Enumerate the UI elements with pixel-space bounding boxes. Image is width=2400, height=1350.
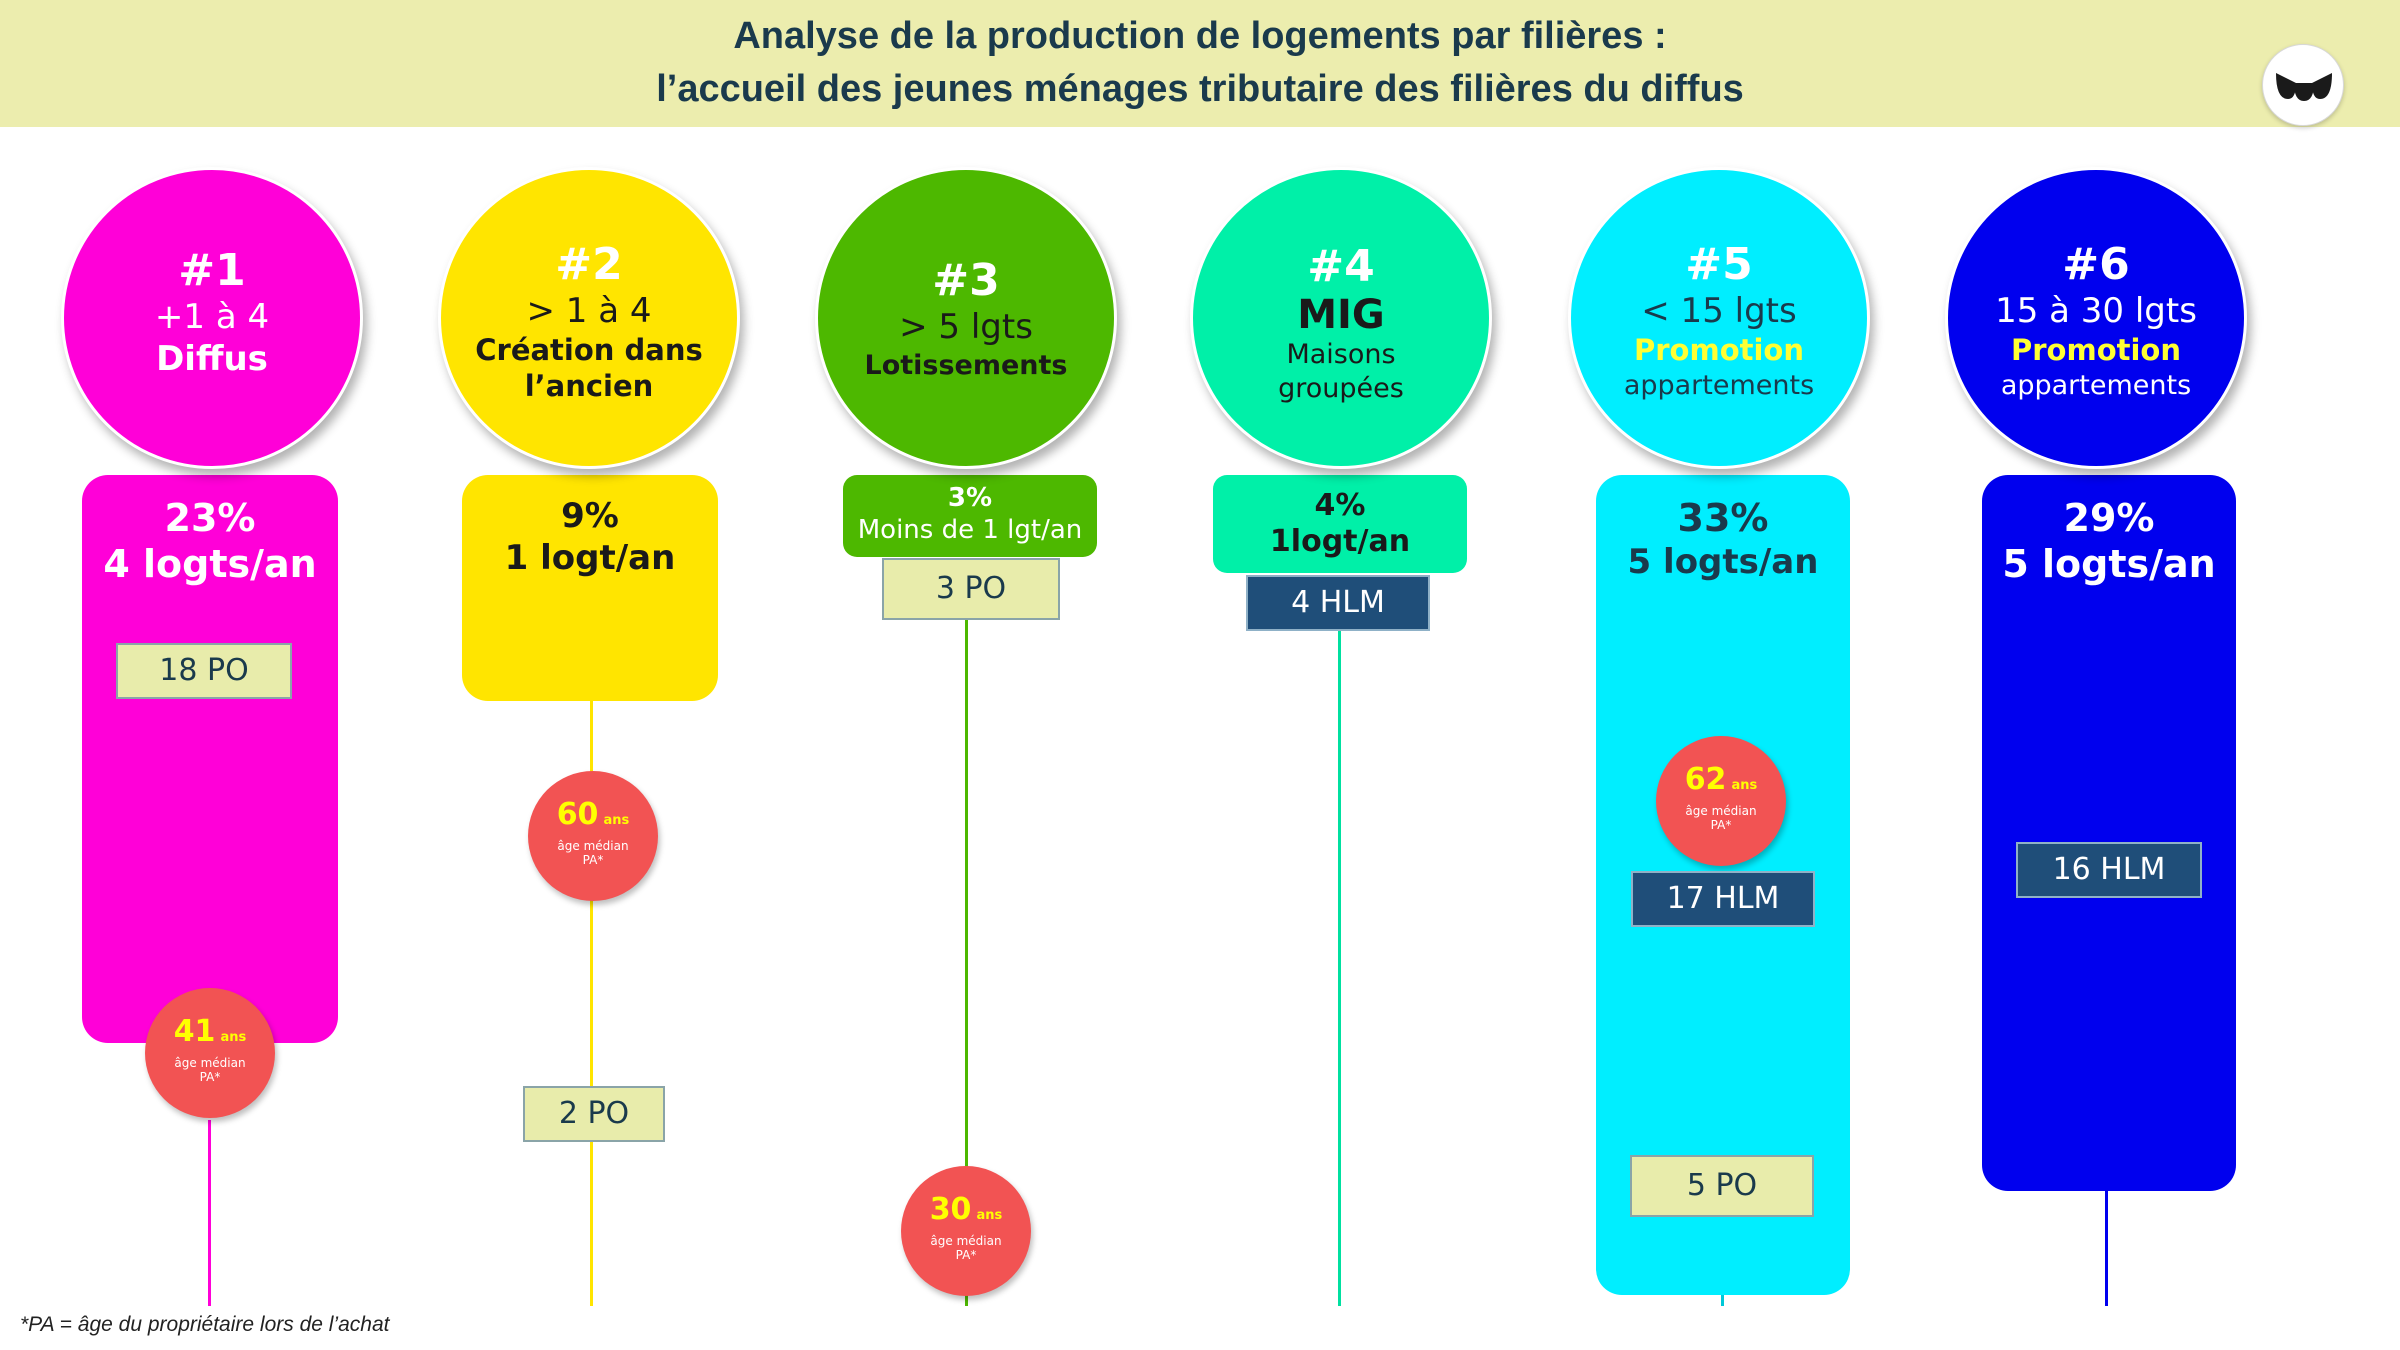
col4-desc-line2: groupées bbox=[1278, 373, 1404, 404]
brand-logo-icon bbox=[2262, 44, 2344, 126]
col2-age-label: âge médian bbox=[557, 839, 629, 853]
page-title-line-2: l’accueil des jeunes ménages tributaire … bbox=[656, 68, 1744, 110]
col4-desc-line1: Maisons bbox=[1286, 339, 1396, 370]
col5-hlm-tag: 17 HLM bbox=[1631, 871, 1815, 927]
col5-hlm-tag-label: 17 HLM bbox=[1666, 881, 1780, 916]
col3-panel: 3% Moins de 1 lgt/an bbox=[843, 475, 1097, 557]
col1-type: Diffus bbox=[156, 339, 268, 379]
col5-type: Promotion bbox=[1634, 333, 1804, 367]
col5-number: #5 bbox=[1685, 239, 1753, 290]
col3-po-tag: 3 PO bbox=[882, 558, 1060, 620]
col3-po-tag-label: 3 PO bbox=[935, 571, 1007, 606]
col3-age-note: PA* bbox=[955, 1248, 977, 1262]
col6-panel: 29% 5 logts/an bbox=[1982, 475, 2236, 1191]
col4-percentage: 4% bbox=[1314, 488, 1366, 523]
col1-age-label: âge médian bbox=[174, 1056, 246, 1070]
col5-percentage: 33% bbox=[1677, 496, 1769, 540]
col5-size: < 15 lgts bbox=[1641, 291, 1797, 331]
col3-category-circle: #3 > 5 lgts Lotissements bbox=[815, 167, 1117, 469]
col1-timeline bbox=[208, 1120, 211, 1306]
col2-number: #2 bbox=[555, 239, 623, 290]
col6-hlm-tag: 16 HLM bbox=[2016, 842, 2202, 898]
col2-rate: 1 logt/an bbox=[504, 538, 676, 578]
col5-age-label: âge médian bbox=[1685, 804, 1757, 818]
col5-po-tag-label: 5 PO bbox=[1686, 1168, 1758, 1203]
col1-panel: 23% 4 logts/an bbox=[82, 475, 338, 1043]
col1-size: +1 à 4 bbox=[154, 297, 270, 337]
col1-age-note: PA* bbox=[199, 1070, 221, 1084]
col1-age-unit: ans bbox=[220, 1030, 247, 1045]
col1-rate: 4 logts/an bbox=[103, 542, 317, 586]
col5-subtype: appartements bbox=[1623, 370, 1815, 401]
col2-po-tag-label: 2 PO bbox=[558, 1096, 630, 1131]
col1-age-badge: 41 ans âge médian PA* bbox=[145, 988, 275, 1118]
col6-subtype: appartements bbox=[2000, 370, 2192, 401]
col2-po-tag: 2 PO bbox=[523, 1086, 665, 1142]
col5-age-unit: ans bbox=[1731, 778, 1758, 793]
col2-category-circle: #2 > 1 à 4 Création dans l’ancien bbox=[438, 167, 740, 469]
col5-age-note: PA* bbox=[1710, 818, 1732, 832]
col5-category-circle: #5 < 15 lgts Promotion appartements bbox=[1568, 167, 1870, 469]
footnote: *PA = âge du propriétaire lors de l’acha… bbox=[20, 1313, 390, 1336]
col2-percentage: 9% bbox=[561, 496, 619, 536]
col4-type: MIG bbox=[1297, 292, 1385, 338]
col2-age-value: 60 bbox=[556, 797, 599, 832]
col5-po-tag: 5 PO bbox=[1630, 1155, 1814, 1217]
col3-percentage: 3% bbox=[947, 483, 993, 513]
col5-age-badge: 62 ans âge médian PA* bbox=[1656, 736, 1786, 866]
col6-type: Promotion bbox=[2011, 333, 2181, 367]
col2-type-line1: Création dans bbox=[475, 333, 703, 367]
col6-timeline bbox=[2105, 1190, 2108, 1306]
col4-rate: 1logt/an bbox=[1269, 524, 1411, 559]
col4-number: #4 bbox=[1307, 241, 1375, 292]
col2-age-badge: 60 ans âge médian PA* bbox=[528, 771, 658, 901]
col4-hlm-tag-label: 4 HLM bbox=[1291, 585, 1385, 620]
col3-type: Lotissements bbox=[864, 350, 1068, 381]
col5-timeline bbox=[1721, 1290, 1724, 1306]
col3-size: > 5 lgts bbox=[899, 307, 1033, 347]
col1-po-tag: 18 PO bbox=[116, 643, 292, 699]
col1-po-tag-label: 18 PO bbox=[159, 653, 249, 688]
col2-type-line2: l’ancien bbox=[524, 369, 654, 403]
col2-panel: 9% 1 logt/an bbox=[462, 475, 718, 701]
header-banner: Analyse de la production de logements pa… bbox=[0, 0, 2400, 127]
col6-percentage: 29% bbox=[2063, 496, 2155, 540]
col1-number: #1 bbox=[178, 245, 246, 296]
col6-hlm-tag-label: 16 HLM bbox=[2052, 852, 2166, 887]
col2-age-unit: ans bbox=[603, 813, 630, 828]
col1-age-value: 41 bbox=[173, 1014, 216, 1049]
col1-category-circle: #1 +1 à 4 Diffus bbox=[61, 167, 363, 469]
col5-rate: 5 logts/an bbox=[1627, 542, 1819, 582]
col3-age-value: 30 bbox=[929, 1192, 972, 1227]
col2-size: > 1 à 4 bbox=[526, 291, 652, 331]
col6-rate: 5 logts/an bbox=[2002, 542, 2216, 586]
col3-age-unit: ans bbox=[976, 1208, 1003, 1223]
col2-age-note: PA* bbox=[582, 853, 604, 867]
col3-number: #3 bbox=[932, 255, 1000, 306]
col3-rate: Moins de 1 lgt/an bbox=[857, 515, 1083, 545]
col3-age-label: âge médian bbox=[930, 1234, 1002, 1248]
col6-category-circle: #6 15 à 30 lgts Promotion appartements bbox=[1945, 167, 2247, 469]
col5-age-value: 62 bbox=[1684, 762, 1727, 797]
col1-percentage: 23% bbox=[164, 496, 256, 540]
col2-timeline bbox=[590, 700, 593, 1306]
page-title-line-1: Analyse de la production de logements pa… bbox=[733, 15, 1667, 57]
col3-age-badge: 30 ans âge médian PA* bbox=[901, 1166, 1031, 1296]
col6-number: #6 bbox=[2062, 239, 2130, 290]
col6-size: 15 à 30 lgts bbox=[1995, 291, 2197, 331]
col4-timeline bbox=[1338, 630, 1341, 1306]
col3-timeline bbox=[965, 620, 968, 1306]
col4-hlm-tag: 4 HLM bbox=[1246, 575, 1430, 631]
col4-category-circle: #4 MIG Maisons groupées bbox=[1190, 167, 1492, 469]
col4-panel: 4% 1logt/an bbox=[1213, 475, 1467, 573]
